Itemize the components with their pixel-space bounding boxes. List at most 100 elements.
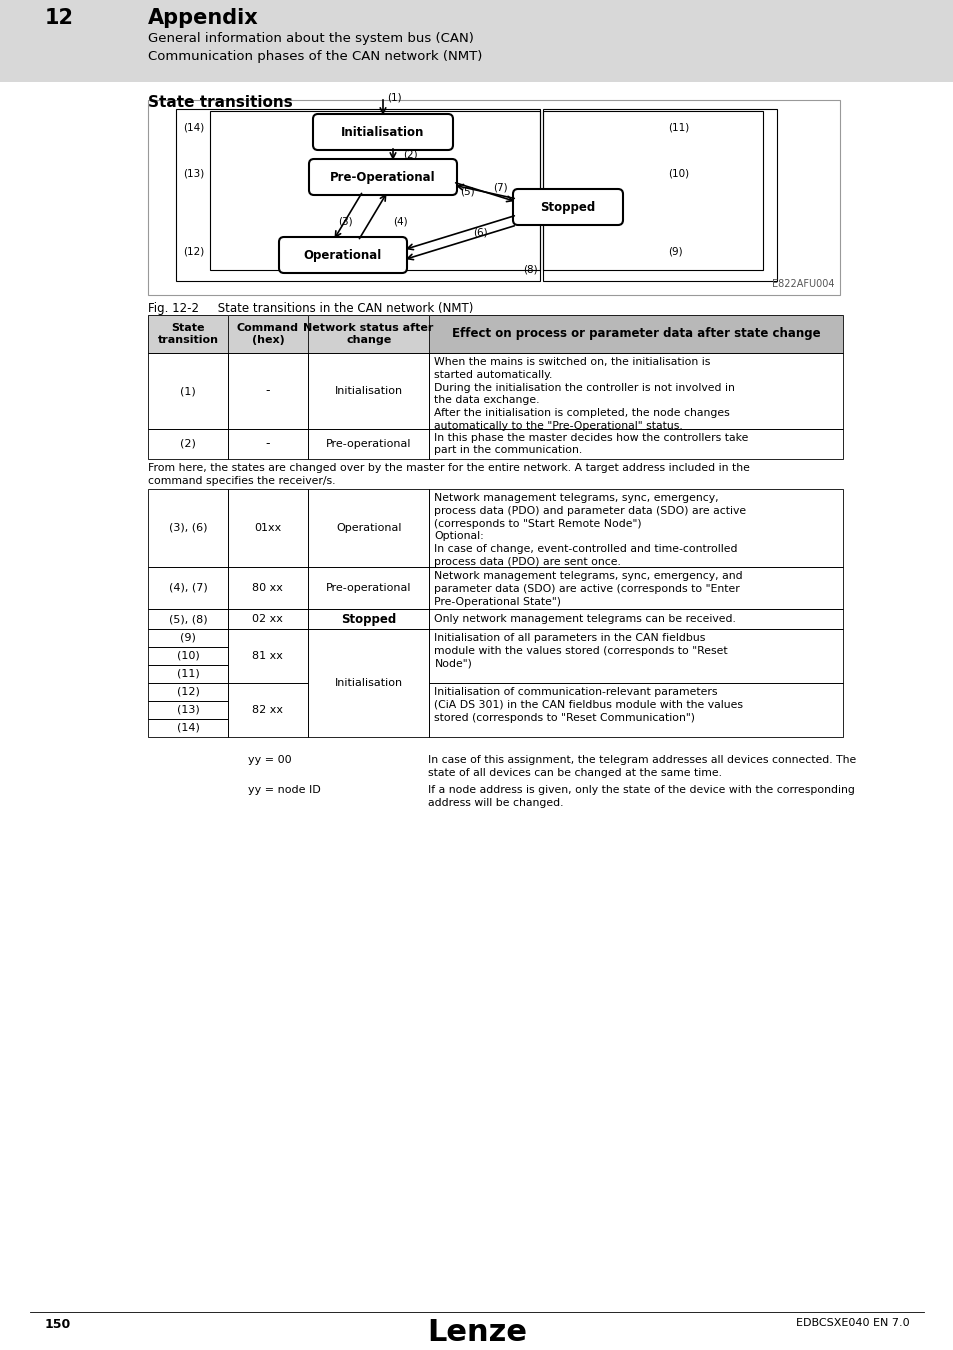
Bar (148, 567, 228, 609)
Bar (0, 0, 953, 82)
Text: yy = node ID: yy = node ID (248, 784, 320, 795)
Bar (308, 567, 429, 609)
Text: Initialisation of all parameters in the CAN fieldbus
module with the values stor: Initialisation of all parameters in the … (434, 633, 727, 668)
Bar (228, 609, 308, 629)
Bar (429, 489, 842, 567)
Bar (228, 629, 308, 683)
Bar (429, 315, 842, 352)
Text: E822AFU004: E822AFU004 (772, 279, 834, 289)
Text: (14): (14) (176, 724, 199, 733)
Text: In this phase the master decides how the controllers take
part in the communicat: In this phase the master decides how the… (434, 432, 748, 455)
Bar (308, 629, 429, 737)
FancyBboxPatch shape (278, 238, 407, 273)
Text: (2): (2) (402, 150, 417, 159)
Bar (148, 647, 228, 666)
Bar (210, 111, 539, 270)
Text: (12): (12) (176, 687, 199, 697)
Bar (175, 109, 539, 281)
Text: General information about the system bus (CAN): General information about the system bus… (148, 32, 474, 45)
Bar (429, 629, 842, 683)
Bar (148, 352, 228, 429)
Text: (10): (10) (176, 651, 199, 661)
Text: (1): (1) (387, 92, 401, 103)
Text: (14): (14) (183, 123, 204, 134)
Bar (228, 489, 308, 567)
FancyBboxPatch shape (513, 189, 622, 225)
Bar (308, 609, 429, 629)
Bar (542, 111, 762, 270)
Bar (429, 567, 842, 609)
Text: (8): (8) (522, 265, 537, 275)
Bar (148, 100, 840, 296)
Text: -: - (265, 437, 270, 451)
Bar (308, 429, 429, 459)
Text: Stopped: Stopped (340, 613, 395, 625)
Bar (148, 629, 228, 647)
Text: Stopped: Stopped (539, 201, 595, 213)
Text: (7): (7) (493, 182, 507, 192)
Text: Only network management telegrams can be received.: Only network management telegrams can be… (434, 614, 736, 624)
Text: (10): (10) (667, 167, 688, 178)
Text: (9): (9) (667, 246, 682, 256)
Bar (308, 352, 429, 429)
Text: (3): (3) (337, 216, 353, 225)
Text: (11): (11) (667, 123, 688, 134)
Text: yy = 00: yy = 00 (248, 755, 292, 765)
Bar (148, 701, 228, 720)
Text: (4), (7): (4), (7) (169, 583, 207, 593)
Bar (308, 489, 429, 567)
Text: When the mains is switched on, the initialisation is
started automatically.
Duri: When the mains is switched on, the initi… (434, 356, 735, 431)
Bar (148, 609, 228, 629)
Text: (12): (12) (183, 246, 204, 256)
Text: (13): (13) (183, 167, 204, 178)
Bar (308, 315, 429, 352)
Text: (11): (11) (176, 670, 199, 679)
Bar (228, 352, 308, 429)
Bar (228, 567, 308, 609)
Bar (148, 666, 228, 683)
Text: Pre-operational: Pre-operational (326, 583, 411, 593)
Text: In case of this assignment, the telegram addresses all devices connected. The
st: In case of this assignment, the telegram… (428, 755, 856, 778)
Text: (13): (13) (176, 705, 199, 716)
Bar (429, 315, 842, 352)
Text: State transitions: State transitions (148, 95, 293, 109)
Text: Network status after
change: Network status after change (303, 323, 434, 346)
Text: Fig. 12-2     State transitions in the CAN network (NMT): Fig. 12-2 State transitions in the CAN n… (148, 302, 473, 315)
Text: 01xx: 01xx (254, 522, 281, 533)
Text: Appendix: Appendix (148, 8, 258, 28)
Text: Command
(hex): Command (hex) (236, 323, 298, 346)
Text: Initialisation of communication-relevant parameters
(CiA DS 301) in the CAN fiel: Initialisation of communication-relevant… (434, 687, 742, 722)
Bar (228, 315, 308, 352)
Text: (6): (6) (473, 228, 488, 238)
Text: If a node address is given, only the state of the device with the corresponding
: If a node address is given, only the sta… (428, 784, 854, 809)
Text: 80 xx: 80 xx (253, 583, 283, 593)
Bar (148, 683, 228, 701)
Bar (148, 315, 228, 352)
Bar (148, 720, 228, 737)
Bar (228, 429, 308, 459)
Bar (308, 315, 429, 352)
Text: Lenze: Lenze (427, 1318, 526, 1347)
Text: Network management telegrams, sync, emergency,
process data (PDO) and parameter : Network management telegrams, sync, emer… (434, 493, 746, 567)
Text: Pre-Operational: Pre-Operational (330, 170, 436, 184)
FancyBboxPatch shape (313, 113, 453, 150)
Text: State
transition: State transition (157, 323, 218, 346)
Text: (4): (4) (393, 216, 407, 225)
Text: Initialisation: Initialisation (335, 386, 402, 396)
Bar (148, 315, 228, 352)
Text: Communication phases of the CAN network (NMT): Communication phases of the CAN network … (148, 50, 482, 63)
Text: 02 xx: 02 xx (253, 614, 283, 624)
Text: 150: 150 (45, 1318, 71, 1331)
Bar (429, 352, 842, 429)
Bar (542, 109, 776, 281)
Text: Network management telegrams, sync, emergency, and
parameter data (SDO) are acti: Network management telegrams, sync, emer… (434, 571, 742, 606)
Bar (228, 315, 308, 352)
FancyBboxPatch shape (309, 159, 456, 194)
Bar (228, 683, 308, 737)
Bar (429, 429, 842, 459)
Text: (2): (2) (180, 439, 195, 450)
Text: (5), (8): (5), (8) (169, 614, 207, 624)
Text: Operational: Operational (335, 522, 401, 533)
Text: Initialisation: Initialisation (341, 126, 424, 139)
Text: From here, the states are changed over by the master for the entire network. A t: From here, the states are changed over b… (148, 463, 749, 486)
